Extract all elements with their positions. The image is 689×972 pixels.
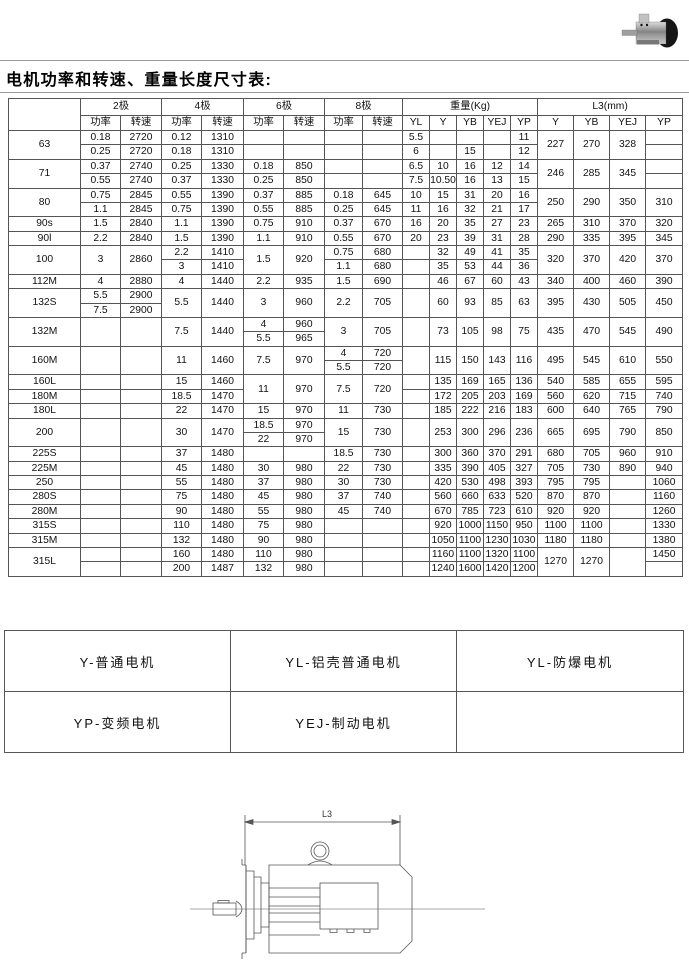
svg-text:L3: L3	[322, 809, 332, 819]
